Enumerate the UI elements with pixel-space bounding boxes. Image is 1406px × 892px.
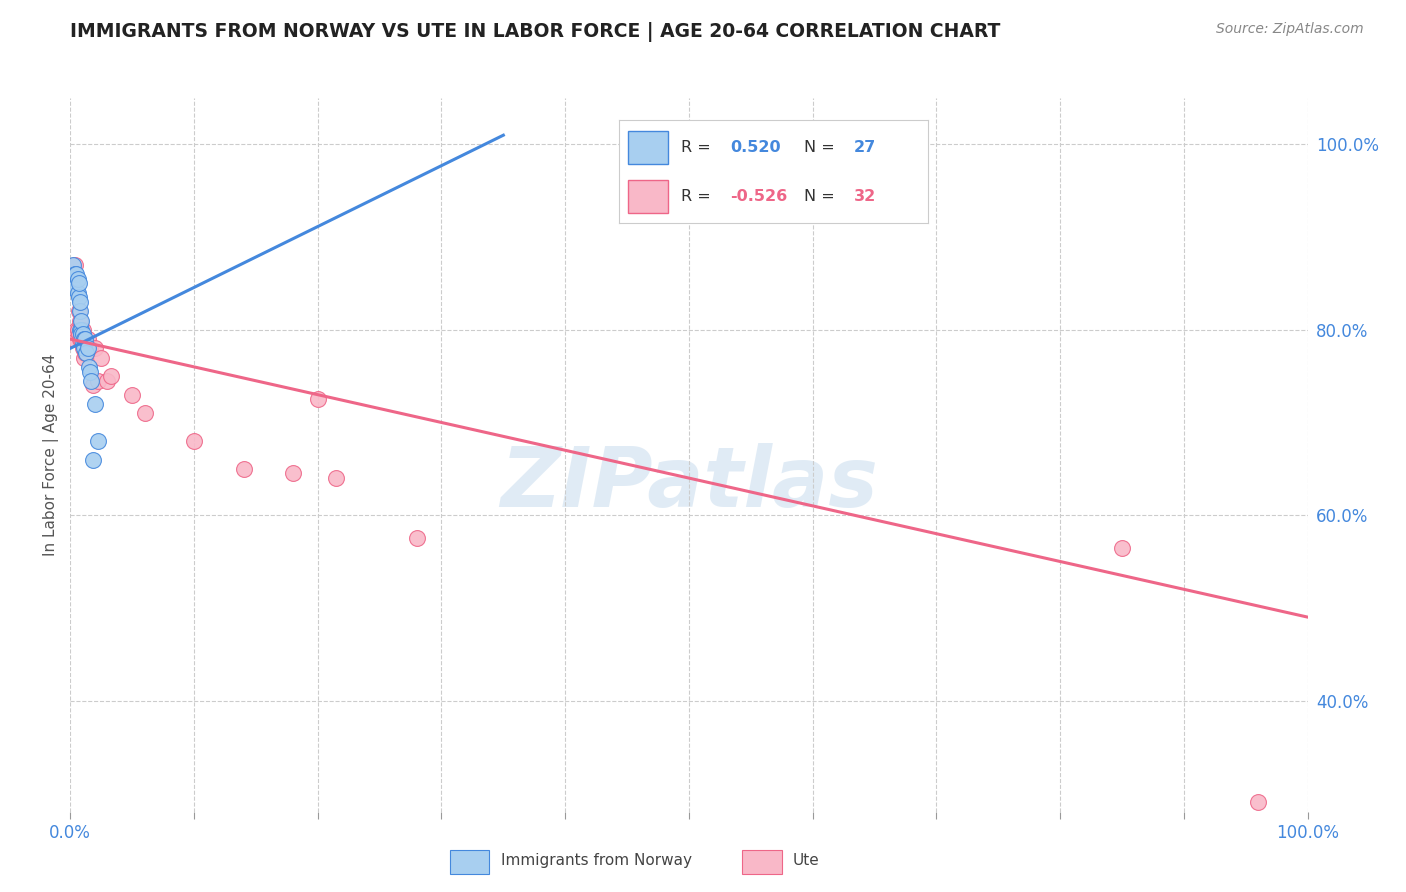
Text: 27: 27 bbox=[853, 139, 876, 154]
Point bbox=[121, 387, 143, 401]
Point bbox=[183, 434, 205, 448]
Text: 0.520: 0.520 bbox=[730, 139, 780, 154]
Point bbox=[75, 332, 97, 346]
Point bbox=[67, 304, 90, 318]
Point bbox=[86, 434, 108, 448]
Point bbox=[75, 336, 97, 351]
Text: Source: ZipAtlas.com: Source: ZipAtlas.com bbox=[1216, 22, 1364, 37]
Point bbox=[1247, 796, 1270, 810]
Point bbox=[70, 332, 93, 346]
Point bbox=[100, 369, 122, 384]
Text: -0.526: -0.526 bbox=[730, 189, 787, 204]
Point bbox=[75, 346, 97, 360]
Point bbox=[84, 397, 107, 411]
Point bbox=[76, 332, 98, 346]
Point bbox=[80, 374, 103, 388]
Point bbox=[79, 342, 101, 356]
Point bbox=[72, 336, 94, 351]
Point bbox=[77, 359, 100, 374]
Point bbox=[86, 374, 108, 388]
Point bbox=[67, 277, 90, 291]
Point bbox=[72, 323, 94, 337]
Bar bbox=[742, 849, 782, 874]
Point bbox=[134, 406, 156, 420]
Point bbox=[67, 290, 90, 304]
Text: 32: 32 bbox=[853, 189, 876, 204]
Point bbox=[84, 342, 107, 356]
Y-axis label: In Labor Force | Age 20-64: In Labor Force | Age 20-64 bbox=[44, 354, 59, 556]
Point bbox=[405, 532, 427, 546]
Point bbox=[69, 313, 91, 327]
Point bbox=[73, 332, 96, 346]
Point bbox=[82, 378, 104, 392]
Point bbox=[63, 332, 86, 346]
Point bbox=[69, 304, 91, 318]
Point bbox=[75, 346, 97, 360]
Point bbox=[65, 258, 87, 272]
Text: R =: R = bbox=[681, 189, 716, 204]
Point bbox=[66, 285, 89, 300]
Point bbox=[65, 323, 87, 337]
Text: N =: N = bbox=[804, 189, 841, 204]
Point bbox=[69, 323, 91, 337]
Text: N =: N = bbox=[804, 139, 841, 154]
Bar bbox=[628, 130, 668, 163]
Text: Immigrants from Norway: Immigrants from Norway bbox=[501, 854, 692, 868]
Point bbox=[76, 342, 98, 356]
Point bbox=[90, 351, 112, 365]
Point bbox=[1111, 541, 1133, 555]
Point bbox=[73, 351, 96, 365]
Point bbox=[72, 342, 94, 356]
Point bbox=[65, 267, 87, 281]
Point bbox=[62, 258, 84, 272]
Point bbox=[307, 392, 329, 407]
Point bbox=[79, 364, 101, 378]
Point bbox=[69, 295, 91, 310]
Point bbox=[96, 374, 118, 388]
Bar bbox=[628, 180, 668, 212]
Point bbox=[67, 327, 90, 342]
Text: R =: R = bbox=[681, 139, 716, 154]
Point bbox=[70, 327, 93, 342]
Text: Ute: Ute bbox=[793, 854, 820, 868]
Text: ZIPatlas: ZIPatlas bbox=[501, 443, 877, 524]
Point bbox=[281, 467, 304, 481]
Point bbox=[66, 323, 89, 337]
Point bbox=[325, 471, 347, 485]
Point bbox=[69, 332, 91, 346]
Point bbox=[72, 327, 94, 342]
Point bbox=[65, 267, 87, 281]
Point bbox=[66, 272, 89, 286]
Point bbox=[73, 342, 96, 356]
Point bbox=[70, 323, 93, 337]
Point bbox=[70, 313, 93, 327]
Point bbox=[82, 452, 104, 467]
Point bbox=[232, 462, 254, 476]
Point bbox=[63, 281, 86, 295]
Text: IMMIGRANTS FROM NORWAY VS UTE IN LABOR FORCE | AGE 20-64 CORRELATION CHART: IMMIGRANTS FROM NORWAY VS UTE IN LABOR F… bbox=[70, 22, 1001, 42]
Bar bbox=[450, 849, 489, 874]
